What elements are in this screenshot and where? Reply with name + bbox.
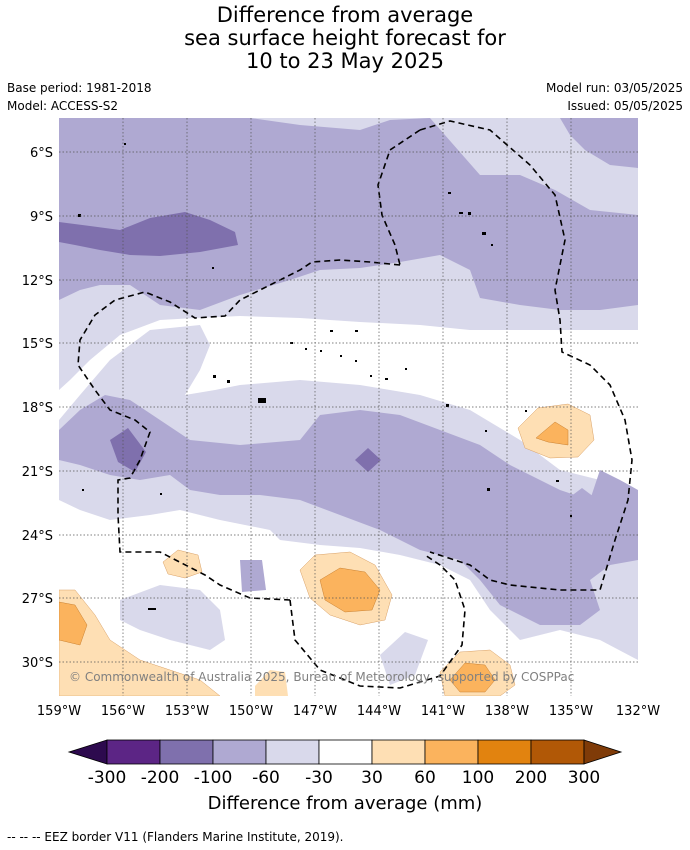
lat-tick-label: 12°S bbox=[22, 274, 53, 289]
lon-tick-label: 150°W bbox=[229, 704, 273, 719]
meta-left: Base period: 1981-2018 Model: ACCESS-S2 bbox=[7, 79, 152, 115]
lat-axis: 6°S 9°S 12°S 15°S 18°S 21°S 24°S 27°S 30… bbox=[22, 146, 53, 671]
contour-plus60-center bbox=[319, 567, 381, 613]
colorbar-segment bbox=[530, 739, 585, 765]
lon-tick-label: 141°W bbox=[421, 704, 465, 719]
lat-tick-label: 27°S bbox=[22, 592, 53, 607]
contour-minus30-sw bbox=[120, 585, 225, 650]
colorbar-segment bbox=[212, 739, 267, 765]
lon-tick-label: 153°W bbox=[165, 704, 209, 719]
title-line-3: 10 to 23 May 2025 bbox=[245, 49, 445, 73]
lat-tick-label: 21°S bbox=[22, 465, 53, 480]
colorbar-extend-low bbox=[67, 739, 108, 765]
lon-tick-label: 147°W bbox=[293, 704, 337, 719]
lat-tick-label: 30°S bbox=[22, 656, 53, 671]
lat-tick-label: 24°S bbox=[22, 529, 53, 544]
colorbar-extend-high bbox=[583, 739, 623, 765]
contour-minus30-south-mid bbox=[380, 632, 428, 685]
colorbar-segment bbox=[318, 739, 373, 765]
lon-tick-label: 135°W bbox=[549, 704, 593, 719]
contour-minus60-north bbox=[59, 118, 638, 310]
contour-plus30-sw bbox=[59, 589, 221, 696]
colorbar-title: Difference from average (mm) bbox=[208, 793, 483, 814]
lon-axis: 159°W 156°W 153°W 150°W 147°W 144°W 141°… bbox=[37, 704, 660, 719]
colorbar-label: 200 bbox=[515, 768, 547, 788]
map-field bbox=[59, 118, 638, 696]
colorbar-label: -60 bbox=[252, 768, 280, 788]
contour-plus60-east bbox=[535, 421, 569, 446]
colorbar-label: 30 bbox=[361, 768, 383, 788]
colorbar-segment bbox=[477, 739, 532, 765]
colorbar-label: -100 bbox=[194, 768, 233, 788]
meta-right: Model run: 03/05/2025 Issued: 05/05/2025 bbox=[546, 79, 683, 115]
contour-minus60-small-east bbox=[566, 488, 598, 512]
chart-title: Difference from average sea surface heig… bbox=[0, 4, 690, 73]
contour-minus100-west bbox=[59, 212, 238, 256]
colorbar-label: 300 bbox=[568, 768, 600, 788]
base-period: Base period: 1981-2018 bbox=[7, 81, 152, 95]
lon-tick-label: 156°W bbox=[101, 704, 145, 719]
colorbar-segment bbox=[265, 739, 320, 765]
contour-plus60-sw bbox=[59, 601, 88, 646]
contour-plus60-south bbox=[449, 662, 496, 693]
colorbar-label: -200 bbox=[141, 768, 180, 788]
colorbar-segment bbox=[424, 739, 479, 765]
lat-tick-label: 6°S bbox=[30, 146, 53, 161]
lon-tick-label: 144°W bbox=[357, 704, 401, 719]
lat-tick-label: 15°S bbox=[22, 337, 53, 352]
lon-tick-label: 159°W bbox=[37, 704, 81, 719]
colorbar: -300 -200 -100 -60 -30 30 60 100 200 300… bbox=[67, 739, 623, 814]
colorbar-label: 100 bbox=[462, 768, 494, 788]
title-line-2: sea surface height forecast for bbox=[184, 26, 506, 50]
contour-minus60-middle bbox=[59, 395, 638, 625]
contour-plus30-south2 bbox=[255, 670, 288, 696]
lat-tick-label: 9°S bbox=[30, 210, 53, 225]
colorbar-label: 60 bbox=[414, 768, 436, 788]
contour-minus100-small1 bbox=[110, 428, 146, 472]
colorbar-label: -30 bbox=[305, 768, 333, 788]
colorbar-segment bbox=[371, 739, 426, 765]
copyright-notice: © Commonwealth of Australia 2025, Bureau… bbox=[69, 670, 574, 684]
island-markers bbox=[78, 143, 572, 610]
contour-minus100-small2 bbox=[355, 448, 381, 472]
model-name: Model: ACCESS-S2 bbox=[7, 99, 119, 113]
lon-tick-label: 132°W bbox=[616, 704, 660, 719]
colorbar-segment bbox=[159, 739, 214, 765]
colorbar-segment bbox=[106, 739, 161, 765]
lon-tick-label: 138°W bbox=[485, 704, 529, 719]
issued-date: Issued: 05/05/2025 bbox=[567, 99, 683, 113]
title-line-1: Difference from average bbox=[216, 3, 474, 27]
contour-minus60-sw-small bbox=[240, 560, 266, 592]
model-run: Model run: 03/05/2025 bbox=[545, 81, 683, 95]
colorbar-label: -300 bbox=[88, 768, 127, 788]
contour-minus60-ne bbox=[560, 118, 638, 168]
lat-tick-label: 18°S bbox=[22, 401, 53, 416]
eez-footnote: -- -- -- EEZ border V11 (Flanders Marine… bbox=[7, 830, 344, 844]
